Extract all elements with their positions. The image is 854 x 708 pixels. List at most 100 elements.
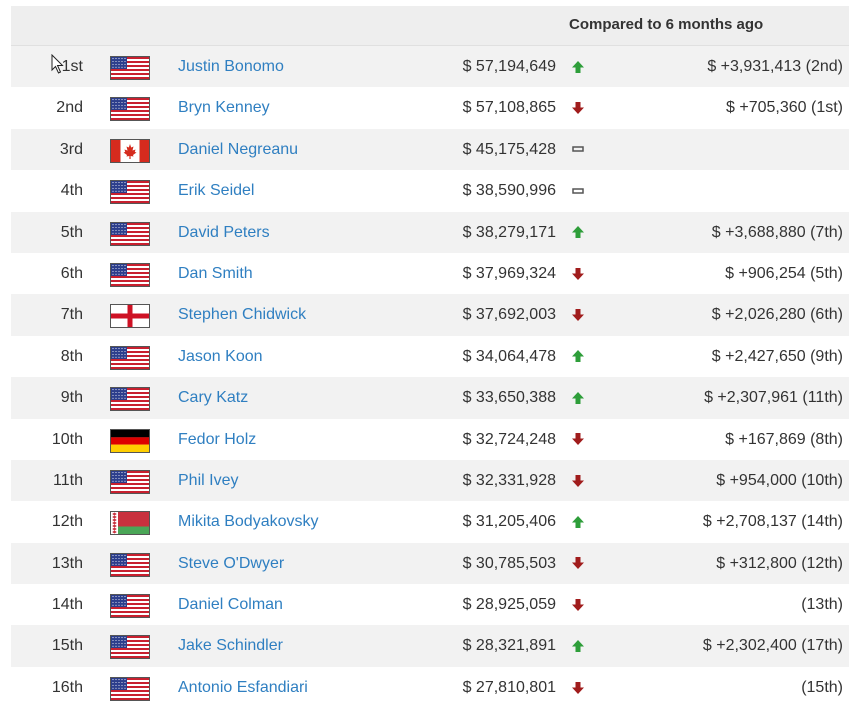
player-name-link[interactable]: Stephen Chidwick — [178, 306, 307, 324]
earnings-cell: $ 30,785,503 — [462, 554, 556, 572]
rank-cell: 8th — [60, 347, 83, 365]
earnings-cell: $ 34,064,478 — [462, 347, 556, 365]
rank-cell: 10th — [51, 430, 83, 448]
rank-cell: 13th — [51, 554, 83, 572]
table-row: 12th Mikita Bodyakovsky $ 31,205,406 $ +2,7… — [11, 501, 849, 543]
player-name-link[interactable]: Steve O'Dwyer — [178, 554, 285, 572]
player-name-link[interactable]: Phil Ivey — [178, 471, 239, 489]
earnings-cell: $ 57,108,865 — [462, 99, 556, 117]
table-body: 1st Justin Bonomo $ 57,194,649 $ +3,931,413… — [11, 46, 849, 708]
player-name-link[interactable]: Bryn Kenney — [178, 99, 270, 117]
table-row: 8th Jason Koon $ 34,064,478 $ +2,427,650 (9… — [11, 335, 849, 378]
flag-us-icon — [110, 345, 150, 370]
flag-ca-icon — [110, 138, 150, 163]
table-row: 15th Jake Schindler $ 28,321,891 $ +2,302,4… — [11, 625, 849, 667]
flag-us-icon — [110, 594, 150, 619]
earnings-cell: $ 28,321,891 — [462, 637, 556, 655]
flag-us-icon — [110, 469, 150, 494]
change-cell: $ +3,688,880 (7th) — [711, 223, 843, 241]
player-name-link[interactable]: Justin Bonomo — [178, 58, 284, 75]
flag-us-icon — [110, 635, 150, 660]
rank-cell: 2nd — [56, 99, 83, 117]
trend-down-icon — [571, 87, 585, 128]
trend-up-icon — [571, 46, 585, 87]
flag-us-icon — [110, 56, 150, 80]
trend-down-icon — [571, 294, 585, 335]
player-name-link[interactable]: Daniel Negreanu — [178, 140, 299, 158]
player-name-link[interactable]: Antonio Esfandiari — [178, 678, 308, 696]
flag-en-icon — [110, 304, 150, 329]
flag-us-icon — [110, 180, 150, 205]
mouse-cursor-icon — [51, 54, 64, 74]
table-row: 11th Phil Ivey $ 32,331,928 $ +954,000 (10t… — [11, 459, 849, 502]
table-row: 16th Antonio Esfandiari $ 27,810,801 (15th) — [11, 666, 849, 708]
trend-down-icon — [571, 253, 585, 294]
earnings-cell: $ 45,175,428 — [462, 140, 556, 158]
flag-us-icon — [110, 387, 150, 412]
earnings-cell: $ 37,692,003 — [462, 306, 556, 324]
table-row: 3rd Daniel Negreanu $ 45,175,428 — [11, 128, 849, 171]
flag-us-icon — [110, 262, 150, 287]
player-name-link[interactable]: David Peters — [178, 223, 270, 241]
flag-de-icon — [110, 428, 150, 453]
rank-cell: 5th — [60, 223, 83, 241]
change-cell: $ +906,254 (5th) — [725, 264, 843, 282]
trend-down-icon — [571, 419, 585, 460]
earnings-cell: $ 38,590,996 — [462, 182, 556, 200]
compared-header-label: Compared to 6 months ago — [569, 16, 764, 33]
change-cell: $ +2,026,280 (6th) — [711, 306, 843, 324]
earnings-cell: $ 57,194,649 — [462, 58, 556, 75]
player-name-link[interactable]: Fedor Holz — [178, 430, 257, 448]
rank-cell: 3rd — [59, 140, 83, 158]
earnings-cell: $ 32,724,248 — [462, 430, 556, 448]
earnings-cell: $ 31,205,406 — [462, 513, 556, 531]
change-cell: (15th) — [801, 678, 843, 696]
trend-up-icon — [571, 212, 585, 253]
change-cell: $ +312,800 (12th) — [716, 554, 843, 572]
trend-down-icon — [571, 584, 585, 625]
rank-cell: 11th — [53, 471, 83, 489]
rank-cell: 12th — [51, 513, 83, 531]
change-cell: $ +2,307,961 (11th) — [704, 389, 843, 407]
table-row: 10th Fedor Holz $ 32,724,248 $ +167,869 (8t… — [11, 418, 849, 460]
earnings-cell: $ 27,810,801 — [462, 678, 556, 696]
change-cell: $ +954,000 (10th) — [716, 471, 843, 489]
rank-cell: 7th — [60, 306, 83, 324]
player-name-link[interactable]: Daniel Colman — [178, 596, 283, 614]
change-cell: $ +2,302,400 (17th) — [702, 637, 843, 655]
earnings-cell: $ 33,650,388 — [462, 389, 556, 407]
change-cell: $ +2,427,650 (9th) — [711, 347, 843, 365]
trend-down-icon — [571, 667, 585, 708]
trend-up-icon — [571, 377, 585, 418]
table-row: 4th Erik Seidel $ 38,590,996 — [11, 170, 849, 212]
earnings-cell: $ 28,925,059 — [462, 596, 556, 614]
trend-down-icon — [571, 543, 585, 584]
ranking-table: Compared to 6 months ago 1st Justin Bonom… — [11, 6, 849, 708]
trend-up-icon — [571, 501, 585, 542]
player-name-link[interactable]: Mikita Bodyakovsky — [178, 513, 319, 531]
table-row: 6th Dan Smith $ 37,969,324 $ +906,254 (5th) — [11, 252, 849, 295]
table-row: 13th Steve O'Dwyer $ 30,785,503 $ +312,800 … — [11, 542, 849, 585]
rank-cell: 9th — [60, 389, 83, 407]
player-name-link[interactable]: Cary Katz — [178, 389, 249, 407]
flag-us-icon — [110, 552, 150, 577]
change-cell: (13th) — [801, 596, 843, 614]
rank-cell: 16th — [51, 678, 83, 696]
player-name-link[interactable]: Jason Koon — [178, 347, 263, 365]
table-row: 7th Stephen Chidwick $ 37,692,003 $ +2,026,… — [11, 294, 849, 336]
trend-same-icon — [571, 129, 585, 170]
trend-up-icon — [571, 625, 585, 666]
flag-us-icon — [110, 97, 150, 122]
flag-us-icon — [110, 221, 150, 246]
player-name-link[interactable]: Jake Schindler — [178, 637, 283, 655]
table-row: 5th David Peters $ 38,279,171 $ +3,688,880 … — [11, 211, 849, 253]
player-name-link[interactable]: Erik Seidel — [178, 182, 255, 200]
table-row: 9th Cary Katz $ 33,650,388 $ +2,307,961 (11… — [11, 377, 849, 419]
table-row: 2nd Bryn Kenney $ 57,108,865 $ +705,360 (1s… — [11, 87, 849, 129]
earnings-cell: $ 38,279,171 — [462, 223, 556, 241]
rank-cell: 14th — [51, 596, 83, 614]
player-name-link[interactable]: Dan Smith — [178, 264, 253, 282]
rank-cell: 15th — [51, 637, 83, 655]
change-cell: $ +705,360 (1st) — [726, 99, 843, 117]
table-row: 14th Daniel Colman $ 28,925,059 (13th) — [11, 584, 849, 626]
